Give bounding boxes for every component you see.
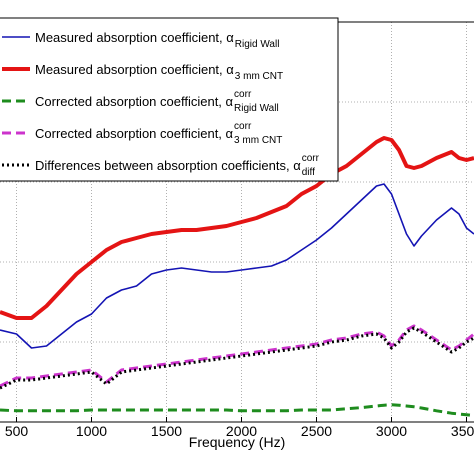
legend-label: Corrected absorption coefficient, α [35, 126, 234, 141]
legend-superscript: corr [234, 121, 252, 132]
series-line [0, 183, 474, 349]
series-line [0, 324, 474, 388]
x-tick-label: 1000 [76, 423, 107, 439]
x-tick-label: 500 [5, 423, 29, 439]
legend-box [0, 17, 339, 182]
legend-subscript: diff [302, 167, 315, 178]
x-tick-label: 1500 [151, 423, 182, 439]
legend-subscript: 3 mm CNT [234, 135, 282, 146]
legend-superscript: corr [234, 89, 252, 100]
legend-subscript: 3 mm CNT [235, 71, 283, 82]
x-tick-label: 3000 [376, 423, 407, 439]
legend-superscript: corr [302, 153, 320, 164]
series-line [0, 326, 474, 390]
x-tick-label: 3500 [451, 423, 474, 439]
legend-subscript: Rigid Wall [234, 103, 279, 114]
legend-label: Differences between absorption coefficie… [35, 158, 301, 173]
series-line [0, 136, 474, 320]
legend-label: Measured absorption coefficient, α [35, 62, 234, 77]
legend-label: Corrected absorption coefficient, α [35, 94, 234, 109]
series-line [0, 403, 474, 418]
legend-label: Measured absorption coefficient, α [35, 30, 234, 45]
x-tick-label: 2500 [301, 423, 332, 439]
legend-subscript: Rigid Wall [235, 39, 280, 50]
x-tick-label: 2000 [226, 423, 257, 439]
legend: Measured absorption coefficient, α Rigid … [0, 17, 339, 182]
x-axis-label: Frequency (Hz) [189, 434, 285, 450]
